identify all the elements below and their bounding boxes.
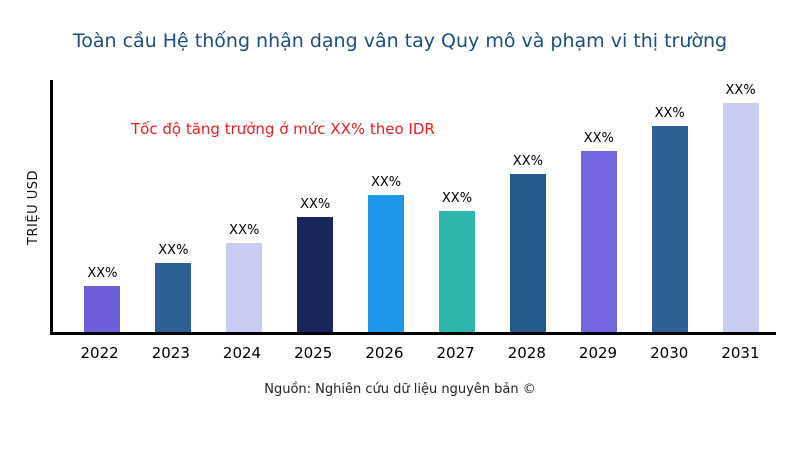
x-tick-2029: 2029: [578, 344, 618, 362]
bar-column-2029: XX%: [563, 80, 634, 332]
bar-value-label-2029: XX%: [583, 131, 614, 147]
bar-2022: [84, 286, 121, 332]
source-note: Nguồn: Nghiên cứu dữ liệu nguyên bản ©: [264, 382, 536, 397]
x-tick-2022: 2022: [80, 344, 119, 362]
bar-2029: [580, 151, 617, 332]
bar-value-label-2022: XX%: [87, 266, 118, 282]
chart-title: Toàn cầu Hệ thống nhận dạng vân tay Quy …: [72, 30, 728, 52]
x-tick-2027: 2027: [436, 344, 475, 362]
bar-column-2025: XX%: [280, 80, 351, 332]
bar-value-label-2023: XX%: [158, 243, 189, 259]
bar-column-2024: XX%: [209, 80, 280, 332]
x-tick-2024: 2024: [222, 344, 262, 362]
bar-2027: [438, 210, 475, 332]
bar-value-label-2027: XX%: [441, 190, 473, 206]
bar-value-label-2028: XX%: [512, 153, 543, 169]
chart-area: TRIỆU USD Tốc độ tăng trưởng ở mức XX% t…: [0, 80, 800, 362]
bars-container: XX% XX% XX% XX% XX% XX% XX% XX% XX% XX%: [53, 80, 776, 332]
bar-value-label-2026: XX%: [370, 174, 402, 190]
bar-value-label-2025: XX%: [300, 197, 331, 213]
bar-column-2028: XX%: [492, 80, 563, 332]
bar-2028: [509, 173, 546, 332]
y-axis-label-wrap: TRIỆU USD: [16, 80, 50, 335]
x-tick-2026: 2026: [365, 344, 404, 362]
growth-annotation: Tốc độ tăng trưởng ở mức XX% theo IDR: [131, 120, 435, 138]
plot-column: Tốc độ tăng trưởng ở mức XX% theo IDR XX…: [50, 80, 776, 362]
bar-column-2030: XX%: [634, 80, 705, 332]
y-axis-label: TRIỆU USD: [25, 170, 41, 245]
x-tick-2030: 2030: [650, 344, 689, 362]
bar-column-2022: XX%: [67, 80, 138, 332]
bar-value-label-2030: XX%: [654, 105, 685, 121]
bar-value-label-2031: XX%: [725, 82, 756, 98]
x-tick-2023: 2023: [151, 344, 190, 362]
x-tick-2031: 2031: [721, 344, 760, 362]
bar-2026: [368, 194, 405, 332]
bar-column-2031: XX%: [705, 80, 776, 332]
bar-2024: [226, 242, 263, 332]
bar-column-2026: XX%: [351, 80, 422, 332]
bar-column-2023: XX%: [138, 80, 209, 332]
x-axis-labels: 2022 2023 2024 2025 2026 2027 2028 2029 2030 2031: [50, 344, 776, 362]
plot-area: Tốc độ tăng trưởng ở mức XX% theo IDR XX…: [50, 80, 776, 335]
bar-value-label-2024: XX%: [229, 222, 260, 238]
bar-column-2027: XX%: [422, 80, 493, 332]
bar-2030: [651, 125, 688, 332]
x-tick-2028: 2028: [507, 344, 546, 362]
bar-2031: [722, 102, 759, 332]
x-tick-2025: 2025: [294, 344, 333, 362]
bar-2025: [297, 217, 334, 332]
bar-2023: [155, 263, 192, 332]
